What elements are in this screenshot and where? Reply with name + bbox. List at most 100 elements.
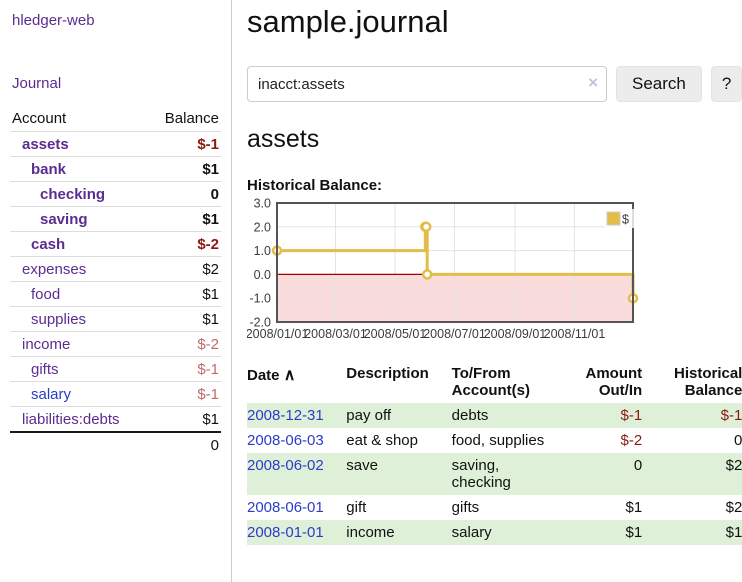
account-link[interactable]: saving <box>40 210 88 228</box>
transaction-accounts: gifts <box>451 499 480 516</box>
chart-title: Historical Balance: <box>247 177 383 194</box>
accounts-total-value: 0 <box>147 431 221 457</box>
transaction-amount: $1 <box>625 524 643 541</box>
svg-text:0.0: 0.0 <box>254 268 271 282</box>
transaction-amount: 0 <box>633 457 643 474</box>
transaction-amount: $1 <box>625 499 643 516</box>
account-row: food $1 <box>10 281 221 307</box>
account-link[interactable]: liabilities:debts <box>22 410 120 428</box>
account-row: income $-2 <box>10 331 221 357</box>
accounts-total-row: 0 <box>10 431 221 457</box>
transaction-amount: $-1 <box>620 407 643 424</box>
transaction-accounts: food, supplies <box>451 432 545 449</box>
svg-text:2008/05/01: 2008/05/01 <box>364 327 427 341</box>
account-row: supplies $1 <box>10 306 221 332</box>
account-balance: $1 <box>147 406 221 433</box>
account-row: salary $-1 <box>10 381 221 407</box>
transaction-date-link[interactable]: 2008-06-02 <box>247 457 324 474</box>
account-row: cash $-2 <box>10 231 221 257</box>
account-balance: $1 <box>147 281 221 307</box>
transaction-description: save <box>346 457 378 474</box>
account-link[interactable]: gifts <box>31 360 59 378</box>
transaction-description: eat & shop <box>346 432 418 449</box>
svg-text:2008/11/01: 2008/11/01 <box>544 327 606 341</box>
transaction-description: income <box>346 524 395 541</box>
transaction-balance: $2 <box>725 457 742 474</box>
register-header-date[interactable]: Date ∧ <box>247 367 296 384</box>
account-link[interactable]: bank <box>31 160 67 178</box>
transaction-row: 2008-06-01 gift gifts $1 $2 <box>247 495 742 520</box>
search-help-button[interactable]: ? <box>710 66 742 102</box>
account-row: bank $1 <box>10 156 221 182</box>
transaction-balance: $2 <box>725 499 742 516</box>
account-link[interactable]: cash <box>31 235 66 253</box>
transaction-row: 2008-01-01 income salary $1 $1 <box>247 520 742 545</box>
account-row: assets $-1 <box>10 131 221 157</box>
transaction-description: pay off <box>346 407 392 424</box>
register-table: Date ∧ Description To/From Account(s) Am… <box>247 361 742 545</box>
account-balance: $-1 <box>147 381 221 407</box>
accounts-header-account: Account <box>10 106 148 132</box>
account-link[interactable]: checking <box>40 185 106 203</box>
svg-text:2008/07/01: 2008/07/01 <box>423 327 486 341</box>
transaction-date-link[interactable]: 2008-06-03 <box>247 432 324 449</box>
account-balance: $-1 <box>147 356 221 382</box>
account-balance: $-1 <box>147 131 221 157</box>
accounts-table: Account Balance assets $-1 bank $1 checking 0… <box>10 106 221 457</box>
account-balance: $1 <box>147 206 221 232</box>
svg-text:-1.0: -1.0 <box>249 292 271 306</box>
account-balance: $-2 <box>147 331 221 357</box>
svg-text:1.0: 1.0 <box>254 244 271 258</box>
svg-text:2008/01/01: 2008/01/01 <box>247 327 308 341</box>
account-row: expenses $2 <box>10 256 221 282</box>
account-row: liabilities:debts $1 <box>10 406 221 433</box>
transaction-date-link[interactable]: 2008-01-01 <box>247 524 324 541</box>
search-input-wrap: × <box>247 66 607 102</box>
svg-text:$: $ <box>622 213 629 227</box>
account-heading: assets <box>247 125 320 153</box>
historical-balance-chart[interactable]: 3.0 2.0 1.0 0.0 -1.0 -2.0 2008/01/01 2008/03/01… <box>246 196 717 346</box>
svg-text:3.0: 3.0 <box>254 197 271 211</box>
account-link[interactable]: salary <box>31 385 72 403</box>
account-balance: 0 <box>147 181 221 207</box>
clear-search-icon[interactable]: × <box>588 73 598 92</box>
sidebar-item-journal[interactable]: Journal <box>12 75 62 92</box>
page-title: sample.journal <box>247 4 449 39</box>
transaction-accounts: salary <box>451 524 492 541</box>
register-header-account: To/From Account(s) <box>451 365 531 399</box>
transaction-row: 2008-06-02 save saving, checking 0 $2 <box>247 453 742 495</box>
svg-text:2008/09/01: 2008/09/01 <box>484 327 547 341</box>
transaction-balance: $1 <box>725 524 742 541</box>
account-link[interactable]: supplies <box>31 310 87 328</box>
register-header-amount: Amount Out/In <box>585 365 643 399</box>
account-row: checking 0 <box>10 181 221 207</box>
account-row: gifts $-1 <box>10 356 221 382</box>
accounts-header-balance: Balance <box>147 106 221 132</box>
search-form: × Search ? <box>247 66 742 102</box>
svg-text:2008/03/01: 2008/03/01 <box>304 327 367 341</box>
chart-canvas[interactable]: 3.0 2.0 1.0 0.0 -1.0 -2.02008/01/012008/03/01… <box>246 196 717 346</box>
account-balance: $2 <box>147 256 221 282</box>
account-link[interactable]: assets <box>22 135 69 153</box>
transaction-description: gift <box>346 499 367 516</box>
transaction-date-link[interactable]: 2008-12-31 <box>247 407 324 424</box>
search-input[interactable] <box>247 66 607 102</box>
transaction-row: 2008-06-03 eat & shop food, supplies $-2 0 <box>247 428 742 453</box>
transaction-accounts: saving, checking <box>451 457 511 491</box>
register-header-description: Description <box>346 365 429 382</box>
search-button[interactable]: Search <box>616 66 702 102</box>
transaction-date-link[interactable]: 2008-06-01 <box>247 499 324 516</box>
transaction-balance: 0 <box>734 432 742 449</box>
transaction-amount: $-2 <box>620 432 643 449</box>
sidebar: hledger-web Journal Account Balance asse… <box>0 0 232 582</box>
svg-text:-2.0: -2.0 <box>249 316 271 330</box>
transaction-balance: $-1 <box>720 407 742 424</box>
account-balance: $-2 <box>147 231 221 257</box>
transaction-row: 2008-12-31 pay off debts $-1 $-1 <box>247 403 742 428</box>
transaction-accounts: debts <box>451 407 489 424</box>
account-link[interactable]: expenses <box>22 260 87 278</box>
app-brand-link[interactable]: hledger-web <box>12 12 95 29</box>
account-link[interactable]: food <box>31 285 61 303</box>
account-link[interactable]: income <box>22 335 71 353</box>
